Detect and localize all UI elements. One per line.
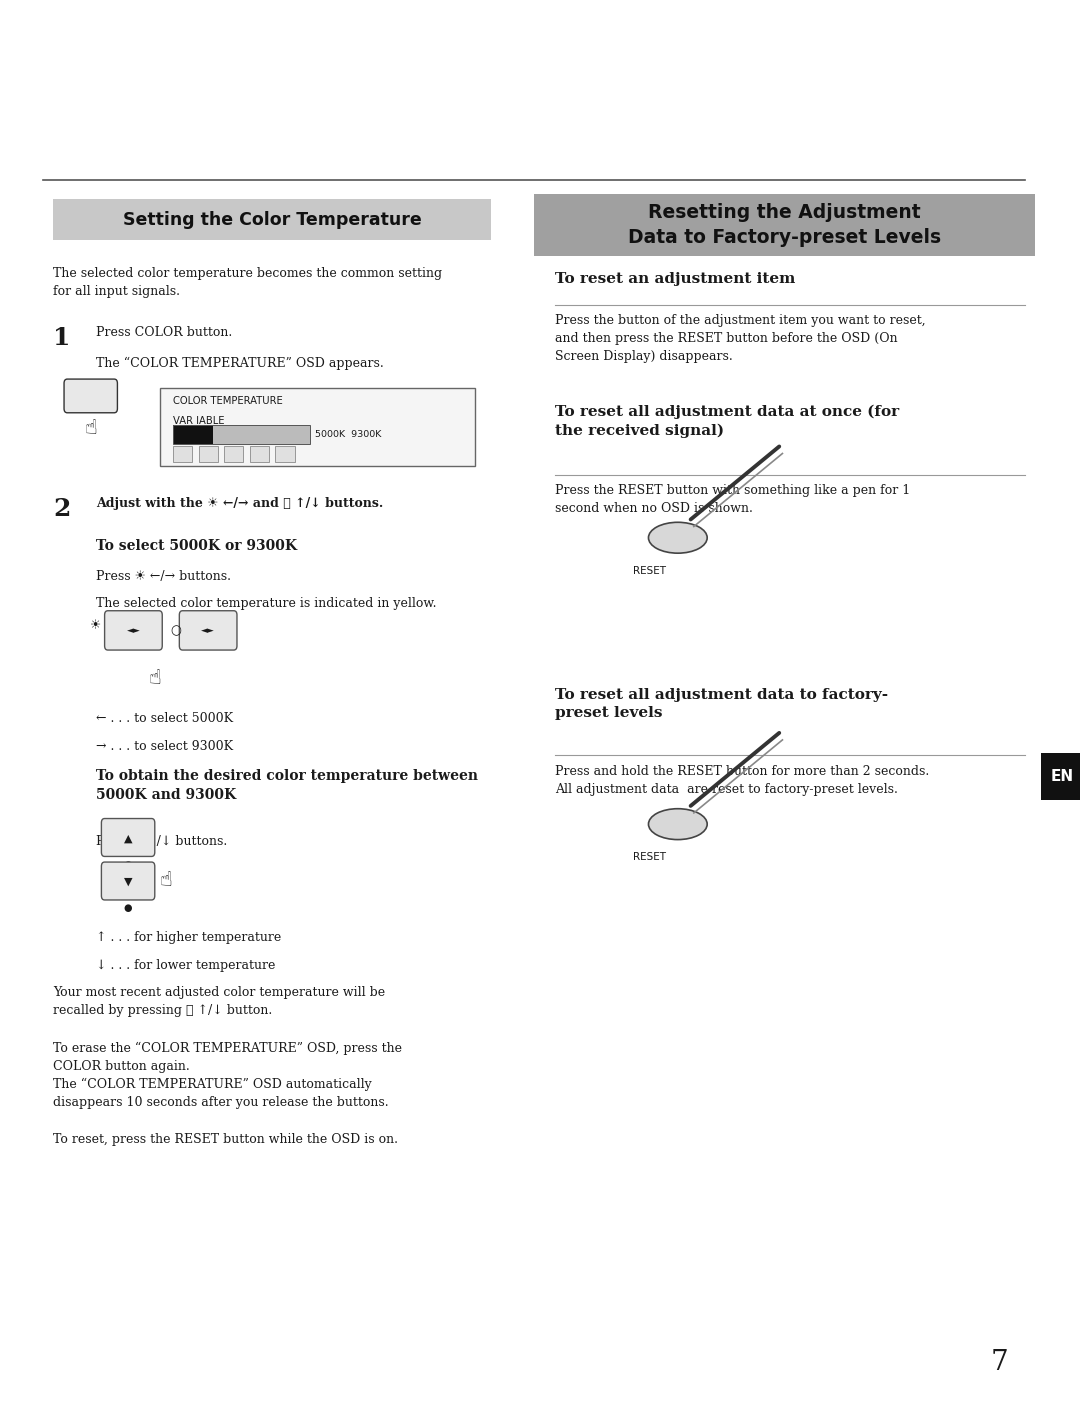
Text: Press ☀ ←/→ buttons.: Press ☀ ←/→ buttons. xyxy=(96,570,231,583)
Text: 7: 7 xyxy=(991,1349,1009,1376)
Text: ▶: ▶ xyxy=(282,451,287,458)
FancyBboxPatch shape xyxy=(1041,753,1080,800)
FancyBboxPatch shape xyxy=(199,446,218,462)
Text: RESET: RESET xyxy=(633,566,666,576)
Text: ☝: ☝ xyxy=(84,418,97,438)
FancyBboxPatch shape xyxy=(173,425,214,444)
FancyBboxPatch shape xyxy=(225,446,243,462)
Text: 1: 1 xyxy=(53,326,71,350)
Text: Press the button of the adjustment item you want to reset,
and then press the RE: Press the button of the adjustment item … xyxy=(555,314,926,364)
Text: RESET: RESET xyxy=(633,852,666,862)
Text: To reset all adjustment data to factory-
preset levels: To reset all adjustment data to factory-… xyxy=(555,688,888,720)
Text: The selected color temperature becomes the common setting
for all input signals.: The selected color temperature becomes t… xyxy=(53,267,443,298)
Text: ☝: ☝ xyxy=(159,870,172,890)
Text: VAR IABLE: VAR IABLE xyxy=(173,416,225,425)
FancyBboxPatch shape xyxy=(275,446,295,462)
Ellipse shape xyxy=(648,809,707,840)
Text: Setting the Color Temperature: Setting the Color Temperature xyxy=(123,211,421,229)
Text: ○: ○ xyxy=(123,861,134,873)
FancyBboxPatch shape xyxy=(102,862,154,900)
Text: Press and hold the RESET button for more than 2 seconds.
All adjustment data  ar: Press and hold the RESET button for more… xyxy=(555,765,929,796)
Text: ▼: ▼ xyxy=(257,451,262,458)
Text: ◄►: ◄► xyxy=(126,626,140,635)
Text: ☀: ☀ xyxy=(91,619,102,633)
Text: ← . . . to select 5000K: ← . . . to select 5000K xyxy=(96,712,233,724)
Text: ↑ . . . for higher temperature: ↑ . . . for higher temperature xyxy=(96,931,281,943)
Text: To reset, press the RESET button while the OSD is on.: To reset, press the RESET button while t… xyxy=(53,1133,399,1146)
Text: EN: EN xyxy=(1051,769,1074,783)
Text: ◄►: ◄► xyxy=(201,626,215,635)
Text: 5000K  9300K: 5000K 9300K xyxy=(315,430,381,439)
FancyBboxPatch shape xyxy=(214,425,310,444)
Text: Press the RESET button with something like a pen for 1
second when no OSD is sho: Press the RESET button with something li… xyxy=(555,484,910,515)
Text: ○: ○ xyxy=(171,623,181,637)
Text: ▲: ▲ xyxy=(124,833,133,844)
FancyBboxPatch shape xyxy=(102,819,154,856)
Text: To reset an adjustment item: To reset an adjustment item xyxy=(555,272,796,286)
FancyBboxPatch shape xyxy=(105,611,162,650)
Text: The selected color temperature is indicated in yellow.: The selected color temperature is indica… xyxy=(96,597,436,609)
FancyBboxPatch shape xyxy=(64,379,118,413)
Text: ●: ● xyxy=(124,903,133,913)
Text: 50: 50 xyxy=(204,451,213,458)
Text: To reset all adjustment data at once (for
the received signal): To reset all adjustment data at once (fo… xyxy=(555,404,900,438)
Text: Resetting the Adjustment
Data to Factory-preset Levels: Resetting the Adjustment Data to Factory… xyxy=(627,202,941,247)
Text: To erase the “COLOR TEMPERATURE” OSD, press the
COLOR button again.
The “COLOR T: To erase the “COLOR TEMPERATURE” OSD, pr… xyxy=(53,1042,403,1109)
Text: Press COLOR button.: Press COLOR button. xyxy=(96,326,232,338)
Text: The “COLOR TEMPERATURE” OSD appears.: The “COLOR TEMPERATURE” OSD appears. xyxy=(96,357,383,369)
Text: ↓ . . . for lower temperature: ↓ . . . for lower temperature xyxy=(96,959,275,972)
Ellipse shape xyxy=(648,522,707,553)
Text: Adjust with the ☀ ←/→ and ① ↑/↓ buttons.: Adjust with the ☀ ←/→ and ① ↑/↓ buttons. xyxy=(96,497,383,510)
Text: To obtain the desired color temperature between
5000K and 9300K: To obtain the desired color temperature … xyxy=(96,769,478,802)
Text: ▼: ▼ xyxy=(124,876,133,887)
Text: ☝: ☝ xyxy=(148,668,161,688)
Text: Your most recent adjusted color temperature will be
recalled by pressing ① ↑/↓ b: Your most recent adjusted color temperat… xyxy=(53,986,386,1016)
Text: To select 5000K or 9300K: To select 5000K or 9300K xyxy=(96,539,297,553)
FancyBboxPatch shape xyxy=(173,446,192,462)
FancyBboxPatch shape xyxy=(249,446,269,462)
Text: COLOR: COLOR xyxy=(80,393,102,399)
FancyBboxPatch shape xyxy=(53,199,491,240)
FancyBboxPatch shape xyxy=(534,194,1036,256)
FancyBboxPatch shape xyxy=(179,611,237,650)
Text: COLOR TEMPERATURE: COLOR TEMPERATURE xyxy=(173,396,283,406)
Text: ▼: ▼ xyxy=(180,451,186,458)
Text: Press ① ↑/↓ buttons.: Press ① ↑/↓ buttons. xyxy=(96,835,227,848)
Text: → . . . to select 9300K: → . . . to select 9300K xyxy=(96,740,233,753)
Text: 2: 2 xyxy=(53,497,71,521)
Text: ▶: ▶ xyxy=(231,451,237,458)
FancyBboxPatch shape xyxy=(160,388,475,466)
